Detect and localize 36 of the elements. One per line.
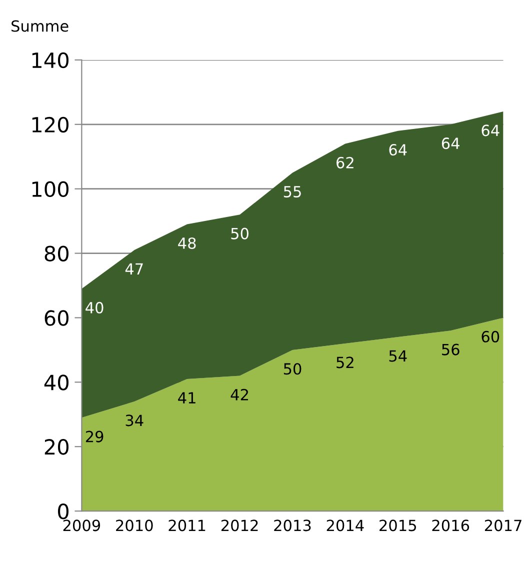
- data-label: 54: [389, 350, 407, 362]
- x-tick-label: 2015: [380, 520, 416, 532]
- y-tick-label: 0: [58, 504, 68, 520]
- x-tick-label: 2017: [484, 520, 522, 532]
- y-tick-label: 140: [32, 52, 68, 68]
- data-label: 50: [231, 228, 248, 240]
- data-label: 52: [336, 356, 354, 368]
- y-axis-title: Summe: [12, 20, 68, 32]
- x-tick-label: 2016: [432, 520, 470, 532]
- data-label: 47: [125, 263, 143, 275]
- y-tick-label: 40: [44, 374, 68, 390]
- x-tick-label: 2014: [326, 520, 364, 532]
- data-label: 56: [442, 344, 460, 356]
- data-label: 62: [336, 156, 354, 168]
- y-tick-label: 80: [44, 246, 68, 262]
- data-label: 64: [389, 144, 407, 156]
- data-label: 29: [86, 430, 104, 442]
- y-tick-label: 60: [44, 310, 68, 326]
- y-tick-label: 120: [32, 116, 68, 133]
- data-label: 42: [230, 388, 248, 400]
- x-tick-label: 2012: [221, 520, 258, 532]
- x-tick-label: 2013: [274, 520, 311, 532]
- data-label: 64: [442, 138, 460, 150]
- x-tick-label: 2009: [63, 520, 100, 532]
- data-label: 50: [284, 363, 302, 375]
- data-label: 40: [86, 302, 104, 314]
- x-tick-label: 2010: [116, 520, 153, 532]
- data-label: 34: [126, 414, 144, 426]
- data-label: 64: [482, 124, 500, 136]
- data-label: 55: [284, 186, 301, 198]
- x-tick-label: 2011: [168, 520, 206, 532]
- y-tick-label: 100: [32, 181, 68, 198]
- data-label: 48: [178, 237, 196, 249]
- data-label: 41: [178, 392, 196, 404]
- data-label: 60: [482, 330, 500, 342]
- y-tick-label: 20: [44, 439, 68, 455]
